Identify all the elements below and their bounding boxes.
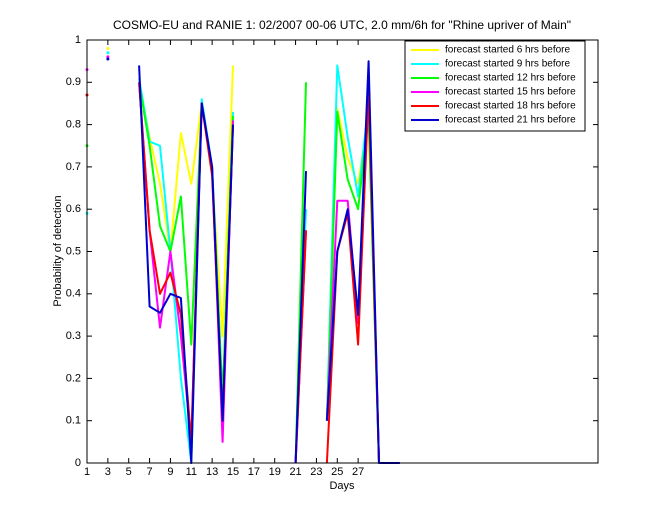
x-tick-label: 9 [167, 466, 173, 478]
series-line [294, 171, 307, 464]
x-tick-label: 1 [84, 466, 90, 478]
y-tick-label: 0.4 [66, 288, 81, 300]
x-tick-label: 25 [331, 466, 343, 478]
legend-label: forecast started 9 hrs before [445, 59, 571, 70]
series-line [138, 65, 234, 338]
series-line [138, 65, 234, 464]
y-axis-label: Probability of detection [52, 195, 64, 306]
x-tick-label: 13 [206, 466, 218, 478]
legend-label: forecast started 6 hrs before [445, 45, 571, 56]
legend-box [404, 40, 586, 132]
data-point [106, 57, 110, 61]
data-point [106, 55, 110, 59]
x-tick-label: 23 [310, 466, 322, 478]
y-tick-label: 0.7 [66, 161, 81, 173]
y-tick-label: 0.3 [66, 330, 81, 342]
x-tick-label: 19 [269, 466, 281, 478]
x-tick-label: 15 [227, 466, 239, 478]
x-tick-label: 17 [248, 466, 260, 478]
plot-frame [86, 39, 599, 464]
x-tick-label: 3 [105, 466, 111, 478]
x-tick-label: 7 [147, 466, 153, 478]
y-tick-label: 0.5 [66, 245, 81, 257]
y-tick-label: 0.9 [66, 76, 81, 88]
data-point [106, 51, 110, 55]
y-tick-label: 0.6 [66, 203, 81, 215]
x-tick-label: 11 [186, 466, 197, 478]
y-tick-label: 0.1 [66, 415, 81, 427]
data-point [106, 46, 110, 50]
y-tick-label: 0 [75, 457, 81, 469]
y-tick-label: 1 [75, 34, 81, 46]
chart-title: COSMO-EU and RANIE 1: 02/2007 00-06 UTC,… [113, 18, 571, 32]
x-tick-label: 5 [126, 466, 132, 478]
legend-label: forecast started 21 hrs before [445, 115, 576, 126]
x-axis-label: Days [329, 480, 355, 492]
y-tick-label: 0.8 [66, 119, 81, 131]
legend-label: forecast started 12 hrs before [445, 73, 576, 84]
legend-label: forecast started 18 hrs before [445, 101, 576, 112]
y-tick-label: 0.2 [66, 372, 81, 384]
x-tick-label: 27 [352, 466, 364, 478]
x-tick-label: 21 [289, 466, 301, 478]
legend-label: forecast started 15 hrs before [445, 87, 576, 98]
